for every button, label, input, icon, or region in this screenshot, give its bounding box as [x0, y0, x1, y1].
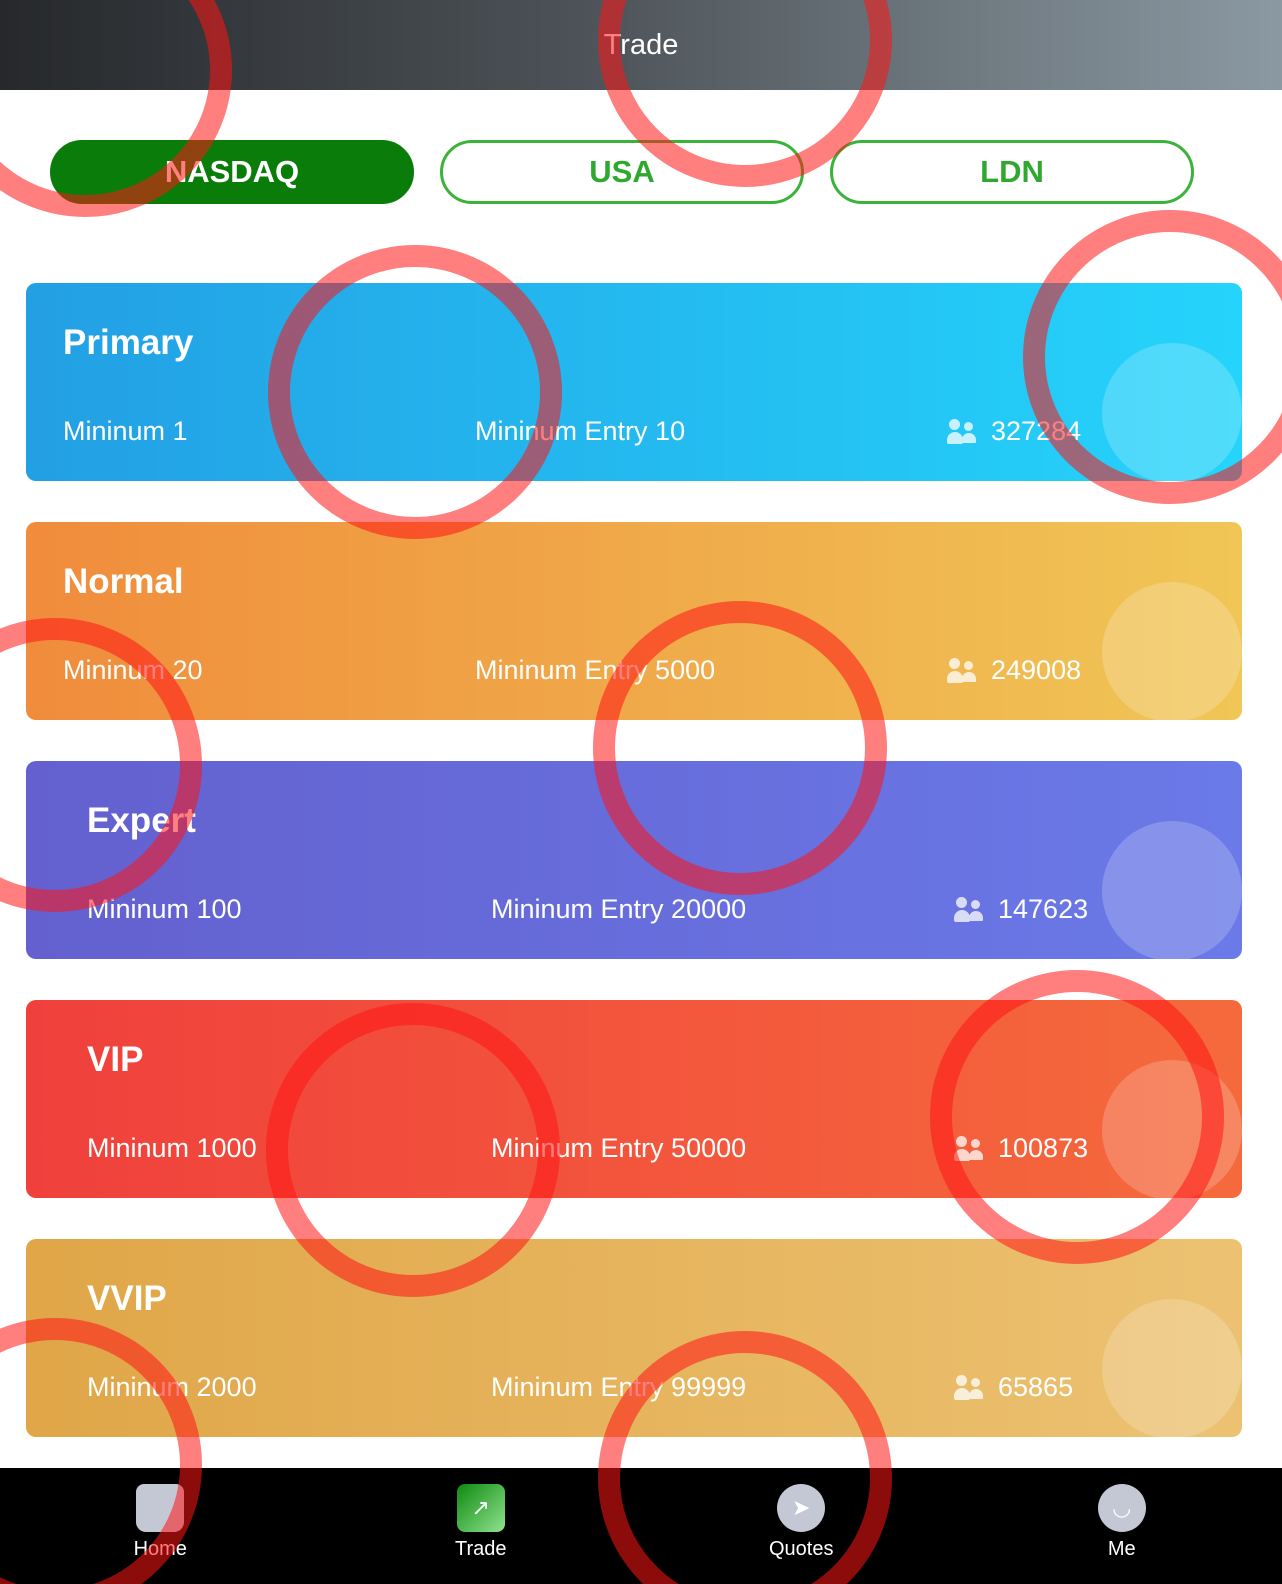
card-title: Expert — [87, 801, 196, 840]
tier-card-normal[interactable]: Normal Mininum 20 Mininum Entry 5000 249… — [26, 522, 1242, 720]
nav-quotes[interactable]: ➤ Quotes — [641, 1468, 962, 1584]
card-minimum: Mininum 100 — [87, 894, 242, 924]
card-user-count: 327284 — [947, 416, 1081, 447]
users-icon — [947, 657, 977, 684]
tier-card-vip[interactable]: VIP Mininum 1000 Mininum Entry 50000 100… — [26, 1000, 1242, 1198]
card-minimum-entry: Mininum Entry 20000 — [491, 894, 747, 924]
users-icon — [947, 418, 977, 445]
profile-icon: ◡ — [1097, 1484, 1146, 1532]
card-title: VVIP — [87, 1279, 167, 1318]
card-decoration-icon — [1102, 1299, 1242, 1437]
header-bar: Trade — [0, 0, 1282, 90]
card-user-count: 147623 — [954, 894, 1088, 925]
user-count-value: 249008 — [991, 655, 1082, 685]
nav-label: Trade — [454, 1538, 507, 1560]
page-title: Trade — [603, 28, 679, 61]
card-minimum-entry: Mininum Entry 50000 — [491, 1133, 747, 1163]
card-decoration-icon — [1102, 1060, 1242, 1198]
tab-ldn[interactable]: LDN — [830, 140, 1194, 204]
tier-card-primary[interactable]: Primary Mininum 1 Mininum Entry 10 32728… — [26, 283, 1242, 481]
card-minimum: Mininum 1 — [63, 416, 188, 446]
home-icon — [136, 1484, 185, 1532]
users-icon — [954, 1135, 984, 1162]
card-user-count: 65865 — [954, 1372, 1073, 1403]
nav-trade[interactable]: ↗ Trade — [321, 1468, 642, 1584]
tab-usa[interactable]: USA — [440, 140, 804, 204]
users-icon — [954, 1374, 984, 1401]
nav-home[interactable]: Home — [0, 1468, 321, 1584]
card-minimum-entry: Mininum Entry 99999 — [491, 1372, 747, 1402]
card-decoration-icon — [1102, 582, 1242, 720]
card-minimum: Mininum 2000 — [87, 1372, 257, 1402]
user-count-value: 327284 — [991, 416, 1082, 446]
bottom-nav: Home ↗ Trade ➤ Quotes ◡ Me — [0, 1468, 1282, 1584]
nav-label: Quotes — [769, 1538, 834, 1560]
card-title: VIP — [87, 1040, 144, 1079]
tab-nasdaq[interactable]: NASDAQ — [50, 140, 414, 204]
user-count-value: 147623 — [998, 894, 1089, 924]
user-count-value: 100873 — [998, 1133, 1089, 1163]
card-user-count: 100873 — [954, 1133, 1088, 1164]
quotes-icon: ➤ — [777, 1484, 826, 1532]
nav-label: Home — [133, 1538, 187, 1560]
card-minimum-entry: Mininum Entry 10 — [475, 416, 686, 446]
card-decoration-icon — [1102, 821, 1242, 959]
card-minimum: Mininum 20 — [63, 655, 203, 685]
card-decoration-icon — [1102, 343, 1242, 481]
card-title: Normal — [63, 562, 184, 601]
nav-me[interactable]: ◡ Me — [962, 1468, 1282, 1584]
tier-card-expert[interactable]: Expert Mininum 100 Mininum Entry 20000 1… — [26, 761, 1242, 959]
user-count-value: 65865 — [998, 1372, 1074, 1402]
card-title: Primary — [63, 323, 194, 362]
card-user-count: 249008 — [947, 655, 1081, 686]
card-minimum: Mininum 1000 — [87, 1133, 257, 1163]
users-icon — [954, 896, 984, 923]
card-minimum-entry: Mininum Entry 5000 — [475, 655, 716, 685]
nav-label: Me — [1107, 1538, 1136, 1560]
trade-chart-icon: ↗ — [456, 1484, 505, 1532]
tier-card-vvip[interactable]: VVIP Mininum 2000 Mininum Entry 99999 65… — [26, 1239, 1242, 1437]
